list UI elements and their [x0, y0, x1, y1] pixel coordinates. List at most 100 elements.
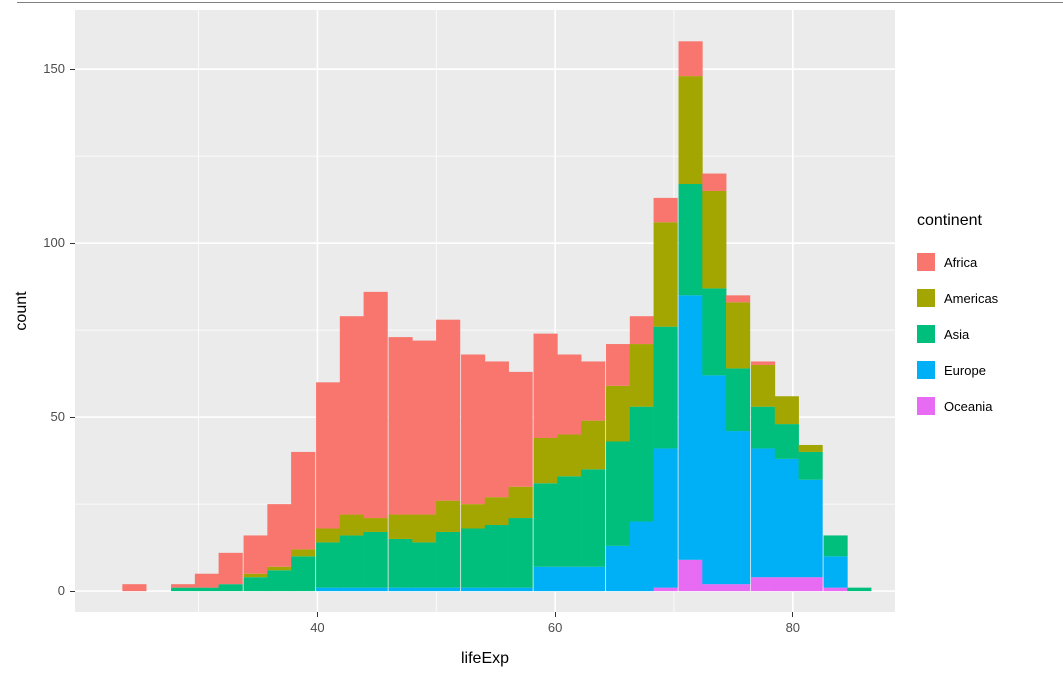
- x-tick-label: 60: [547, 620, 563, 635]
- histogram-bar-segment-africa: [122, 584, 147, 592]
- histogram-bar-segment-africa: [557, 354, 582, 435]
- top-border-line: [17, 2, 1063, 3]
- y-tick-label: 50: [50, 409, 65, 425]
- histogram-bar-segment-europe: [412, 587, 437, 592]
- x-tick-mark: [554, 612, 556, 617]
- histogram-bar-segment-americas: [436, 500, 461, 532]
- y-tick-label: 100: [43, 235, 65, 251]
- histogram-bar-segment-africa: [339, 316, 364, 515]
- histogram-bar-segment-africa: [171, 584, 196, 588]
- histogram-bar-segment-americas: [678, 76, 703, 184]
- histogram-bar-segment-asia: [412, 542, 437, 588]
- legend-label-asia: Asia: [944, 326, 970, 342]
- histogram-bar-segment-asia: [847, 587, 872, 592]
- legend-label-oceania: Oceania: [944, 398, 993, 414]
- legend: continent Africa Americas Asia Europe Oceani…: [917, 212, 998, 424]
- histogram-bar-segment-europe: [339, 587, 364, 592]
- histogram-bar-segment-americas: [798, 444, 823, 452]
- histogram-bar-segment-asia: [702, 288, 727, 376]
- y-tick-mark: [70, 416, 75, 418]
- histogram-bar-segment-asia: [581, 469, 606, 567]
- legend-item-asia: Asia: [917, 316, 998, 352]
- histogram-bar-segment-americas: [726, 302, 751, 369]
- histogram-bar-segment-americas: [461, 504, 486, 529]
- histogram-bar-segment-americas: [653, 222, 678, 327]
- histogram-bar-segment-americas: [291, 549, 316, 557]
- histogram-bar-segment-asia: [751, 406, 776, 449]
- histogram-bar-segment-oceania: [678, 559, 703, 592]
- histogram-bar-segment-oceania: [726, 584, 751, 592]
- histogram-bar-segment-americas: [606, 385, 631, 442]
- histogram-bar-segment-asia: [726, 368, 751, 432]
- legend-items: Africa Americas Asia Europe Oceania: [917, 244, 998, 424]
- histogram-bar-segment-europe: [629, 521, 654, 592]
- histogram-bar-segment-africa: [194, 573, 219, 588]
- histogram-bar-segment-asia: [243, 577, 268, 592]
- histogram-bar-segment-europe: [581, 566, 606, 592]
- histogram-bar-segment-europe: [653, 448, 678, 588]
- x-axis-title: lifeExp: [460, 650, 510, 667]
- legend-title: continent: [917, 212, 982, 229]
- histogram-bar-segment-americas: [702, 190, 727, 289]
- legend-item-oceania: Oceania: [917, 388, 998, 424]
- histogram-bar-segment-asia: [194, 587, 219, 592]
- histogram-bar-segment-asia: [557, 476, 582, 567]
- histogram-bar-segment-asia: [267, 570, 292, 592]
- legend-swatch-oceania: [917, 397, 935, 415]
- histogram-bar-segment-asia: [291, 556, 316, 592]
- histogram-bar-segment-americas: [243, 573, 268, 578]
- histogram-bar-segment-asia: [606, 441, 631, 546]
- histogram-bar-segment-africa: [267, 504, 292, 567]
- histogram-bar-segment-asia: [436, 531, 461, 588]
- histogram-bar-segment-europe: [702, 375, 727, 585]
- histogram-bar-segment-americas: [751, 364, 776, 407]
- y-axis-title: count: [13, 291, 30, 331]
- legend-item-africa: Africa: [917, 244, 998, 280]
- legend-label-americas: Americas: [944, 290, 999, 306]
- histogram-bar-segment-asia: [218, 584, 243, 592]
- histogram-bar-segment-americas: [363, 518, 388, 532]
- histogram-bar-segment-americas: [581, 420, 606, 470]
- histogram-bar-segment-africa: [461, 354, 486, 505]
- x-tick-mark: [792, 612, 794, 617]
- y-tick-mark: [70, 242, 75, 244]
- histogram-bar-segment-oceania: [751, 577, 776, 592]
- histogram-bar-segment-europe: [774, 458, 799, 578]
- histogram-bar-segment-africa: [412, 340, 437, 515]
- histogram-bar-segment-africa: [653, 197, 678, 223]
- histogram-bar-segment-africa: [316, 382, 341, 529]
- histogram-bar-segment-africa: [436, 319, 461, 501]
- histogram-bar-segment-europe: [363, 587, 388, 592]
- legend-swatch-africa: [917, 253, 935, 271]
- x-tick-label: 40: [310, 620, 325, 635]
- histogram-bar-segment-africa: [388, 337, 413, 515]
- histogram-bar-segment-africa: [726, 295, 751, 303]
- legend-label-africa: Africa: [944, 254, 978, 270]
- histogram-bar-segment-africa: [533, 333, 558, 439]
- histogram-bar-segment-africa: [678, 41, 703, 77]
- plot-panel: [75, 10, 895, 612]
- histogram-bar-segment-asia: [653, 326, 678, 449]
- histogram-bar-segment-africa: [508, 371, 533, 487]
- legend-swatch-europe: [917, 361, 935, 379]
- x-tick-mark: [316, 612, 318, 617]
- y-tick-mark: [70, 590, 75, 592]
- histogram-bar-segment-asia: [171, 587, 196, 592]
- histogram-bar-segment-oceania: [774, 577, 799, 592]
- histogram-bar-segment-americas: [557, 434, 582, 477]
- histogram-bar-segment-oceania: [653, 587, 678, 592]
- histogram-bar-segment-americas: [508, 486, 533, 519]
- histogram-bar-segment-asia: [678, 183, 703, 296]
- histogram-bar-segment-americas: [629, 344, 654, 407]
- histogram-bar-segment-africa: [702, 173, 727, 191]
- histogram-bar-segment-americas: [774, 396, 799, 425]
- histogram-bar-segment-asia: [388, 538, 413, 588]
- histogram-bar-segment-europe: [823, 556, 848, 588]
- histogram-bar-segment-asia: [316, 542, 341, 588]
- legend-label-europe: Europe: [944, 362, 986, 378]
- histogram-bar-segment-americas: [267, 566, 292, 571]
- histogram-bar-segment-americas: [412, 514, 437, 543]
- histogram-bar-segment-africa: [606, 344, 631, 386]
- histogram-bar-segment-asia: [508, 518, 533, 588]
- histogram-bar-segment-asia: [774, 424, 799, 459]
